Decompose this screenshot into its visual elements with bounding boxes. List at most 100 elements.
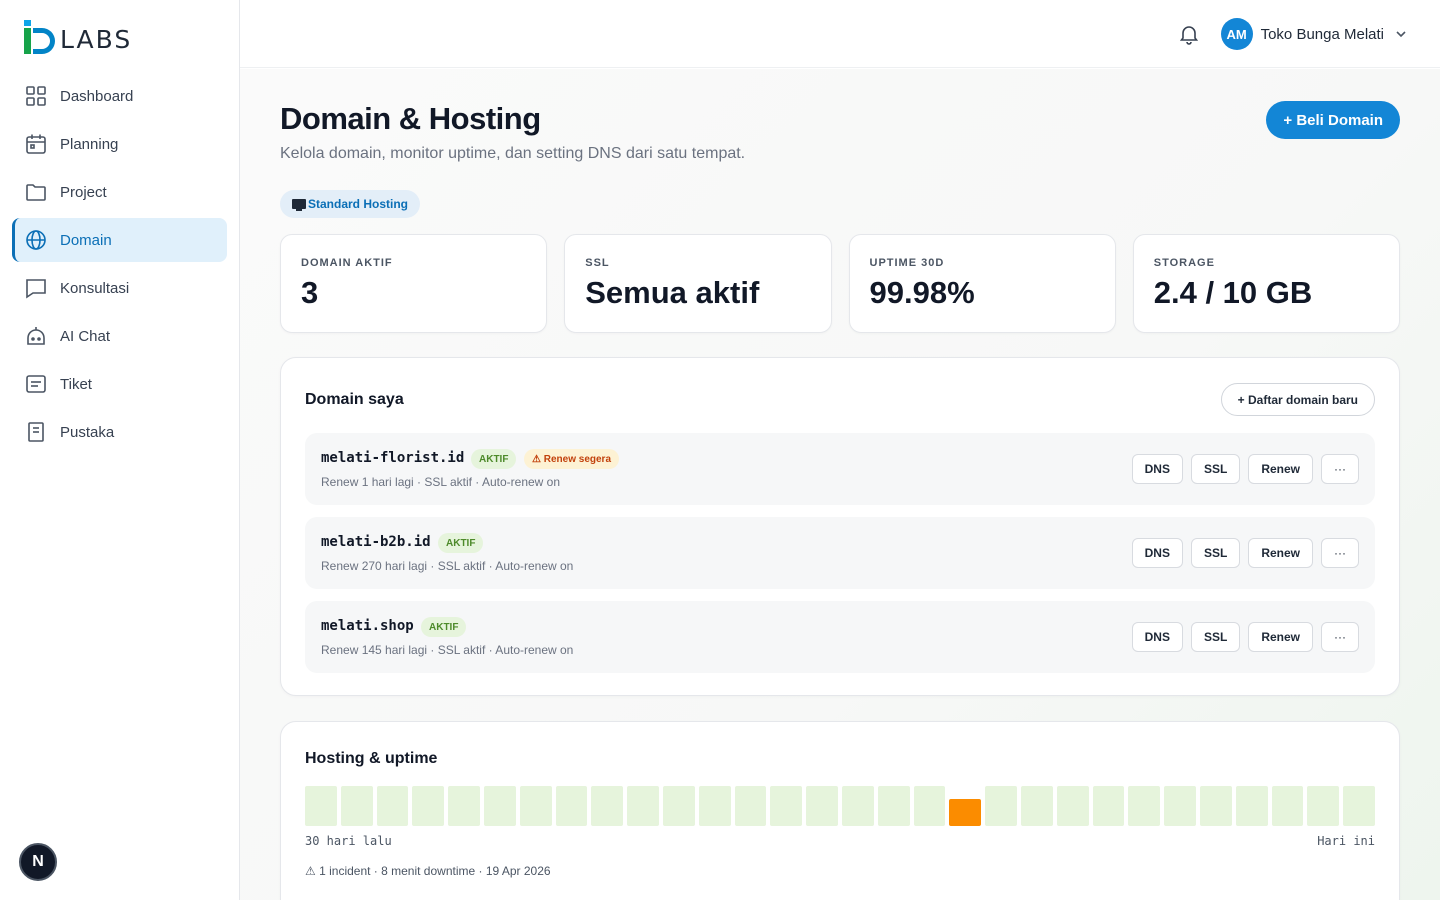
bell-icon[interactable]	[1178, 23, 1200, 45]
renew-button[interactable]: Renew	[1248, 622, 1313, 652]
ssl-button[interactable]: SSL	[1190, 454, 1241, 484]
uptime-day[interactable]	[1128, 786, 1161, 826]
uptime-day[interactable]	[1164, 786, 1196, 826]
sidebar-item-label: Dashboard	[60, 87, 134, 105]
calendar-icon	[24, 132, 48, 156]
domain-meta: Renew 145 hari lagi · SSL aktif · Auto-r…	[321, 643, 574, 657]
status-badge: AKTIF	[438, 533, 484, 553]
uptime-day[interactable]	[448, 786, 480, 826]
sidebar-item-label: Planning	[60, 135, 119, 153]
uptime-day[interactable]	[1020, 786, 1053, 826]
sidebar-item-label: Tiket	[60, 375, 92, 393]
sidebar-item-label: Konsultasi	[60, 279, 130, 297]
uptime-day[interactable]	[1199, 786, 1232, 826]
avatar: AM	[1220, 18, 1253, 50]
more-button[interactable]: ···	[1321, 454, 1359, 484]
sidebar-nav: Dashboard Planning Project Domain Konsul…	[12, 74, 227, 458]
sidebar-item-planning[interactable]: Planning	[12, 122, 227, 166]
dev-tools-badge[interactable]: N	[19, 843, 57, 881]
stat-label: DOMAIN AKTIF	[301, 257, 393, 269]
buy-domain-button[interactable]: + Beli Domain	[1266, 101, 1400, 139]
dns-button[interactable]: DNS	[1131, 538, 1183, 568]
uptime-day[interactable]	[806, 786, 838, 826]
uptime-day[interactable]	[519, 786, 552, 826]
stat-card-storage: STORAGE 2.4 / 10 GB	[1132, 234, 1400, 333]
add-domain-button[interactable]: + Daftar domain baru	[1220, 383, 1375, 416]
main-content: Domain & Hosting Kelola domain, monitor …	[240, 69, 1440, 900]
chevron-down-icon	[1394, 27, 1408, 41]
status-badge: AKTIF	[421, 617, 467, 637]
row-actions: DNS SSL Renew ···	[1131, 538, 1359, 568]
topbar: AM Toko Bunga Melati	[240, 0, 1440, 68]
card-title: Domain saya	[305, 391, 404, 408]
dns-button[interactable]: DNS	[1131, 454, 1183, 484]
book-icon	[24, 420, 48, 444]
monitor-icon	[292, 199, 306, 211]
uptime-day[interactable]	[698, 786, 731, 826]
sidebar: LABS Dashboard Planning Project Domain	[0, 0, 240, 900]
uptime-day[interactable]	[340, 786, 373, 826]
domain-name[interactable]: melati-florist.id	[321, 450, 465, 466]
ssl-button[interactable]: SSL	[1190, 622, 1241, 652]
uptime-day[interactable]	[1235, 786, 1268, 826]
uptime-day[interactable]	[1343, 786, 1375, 826]
stat-label: UPTIME 30D	[869, 257, 945, 269]
user-name: Toko Bunga Melati	[1260, 25, 1384, 43]
domain-meta: Renew 270 hari lagi · SSL aktif · Auto-r…	[321, 559, 574, 573]
page-subtitle: Kelola domain, monitor uptime, dan setti…	[280, 145, 746, 162]
uptime-day[interactable]	[555, 786, 588, 826]
sidebar-item-label: Domain	[60, 231, 112, 249]
uptime-day[interactable]	[483, 786, 516, 826]
domain-row: melati-b2b.id AKTIF Renew 270 hari lagi …	[305, 517, 1375, 589]
ssl-button[interactable]: SSL	[1190, 538, 1241, 568]
stat-card-uptime: UPTIME 30D 99.98%	[848, 234, 1116, 333]
sidebar-item-project[interactable]: Project	[12, 170, 227, 214]
sidebar-item-dashboard[interactable]: Dashboard	[12, 74, 227, 118]
uptime-day[interactable]	[1271, 786, 1304, 826]
uptime-day[interactable]	[376, 786, 409, 826]
domain-row: melati.shop AKTIF Renew 145 hari lagi · …	[305, 601, 1375, 673]
uptime-day[interactable]	[1092, 786, 1125, 826]
ticket-icon	[24, 372, 48, 396]
brand-logo[interactable]: LABS	[24, 20, 132, 54]
uptime-day[interactable]	[985, 786, 1017, 826]
sidebar-item-tiket[interactable]: Tiket	[12, 362, 227, 406]
uptime-day[interactable]	[662, 786, 695, 826]
uptime-day[interactable]	[591, 786, 624, 826]
renew-button[interactable]: Renew	[1248, 454, 1313, 484]
stat-value: 99.98%	[869, 275, 975, 310]
stat-value: 2.4 / 10 GB	[1153, 275, 1313, 310]
uptime-day[interactable]	[734, 786, 767, 826]
uptime-day[interactable]	[913, 786, 946, 826]
sidebar-item-konsultasi[interactable]: Konsultasi	[12, 266, 227, 310]
stat-label: STORAGE	[1153, 257, 1215, 269]
uptime-day[interactable]	[1307, 786, 1340, 826]
uptime-day[interactable]	[770, 786, 803, 826]
uptime-day[interactable]	[841, 786, 874, 826]
uptime-end-label: Hari ini	[1317, 834, 1375, 848]
incident-note: ⚠ 1 incident · 8 menit downtime · 19 Apr…	[305, 864, 551, 878]
uptime-day[interactable]	[877, 786, 910, 826]
logo-text: LABS	[60, 24, 133, 54]
uptime-day[interactable]	[627, 786, 659, 826]
domain-name[interactable]: melati-b2b.id	[321, 534, 431, 550]
sidebar-item-domain[interactable]: Domain	[12, 218, 227, 262]
more-button[interactable]: ···	[1321, 538, 1359, 568]
more-button[interactable]: ···	[1321, 622, 1359, 652]
dns-button[interactable]: DNS	[1131, 622, 1183, 652]
hosting-card: Hosting & uptime 30 hari lalu Hari ini ⚠…	[280, 721, 1400, 900]
stat-card-domain-aktif: DOMAIN AKTIF 3	[280, 234, 548, 333]
sidebar-item-ai-chat[interactable]: AI Chat	[12, 314, 227, 358]
plan-badge: Standard Hosting	[280, 190, 421, 218]
uptime-day[interactable]	[1056, 786, 1089, 826]
logo-mark-icon	[24, 20, 58, 54]
domain-name[interactable]: melati.shop	[321, 618, 414, 634]
uptime-day[interactable]	[412, 786, 445, 826]
grid-icon	[24, 84, 48, 108]
renew-button[interactable]: Renew	[1248, 538, 1313, 568]
sidebar-item-pustaka[interactable]: Pustaka	[12, 410, 227, 454]
domain-row: melati-florist.id AKTIF ⚠ Renew segera R…	[305, 433, 1375, 505]
uptime-day-incident[interactable]	[949, 799, 982, 826]
user-menu[interactable]: AM Toko Bunga Melati	[1220, 18, 1408, 50]
uptime-day[interactable]	[305, 786, 337, 826]
